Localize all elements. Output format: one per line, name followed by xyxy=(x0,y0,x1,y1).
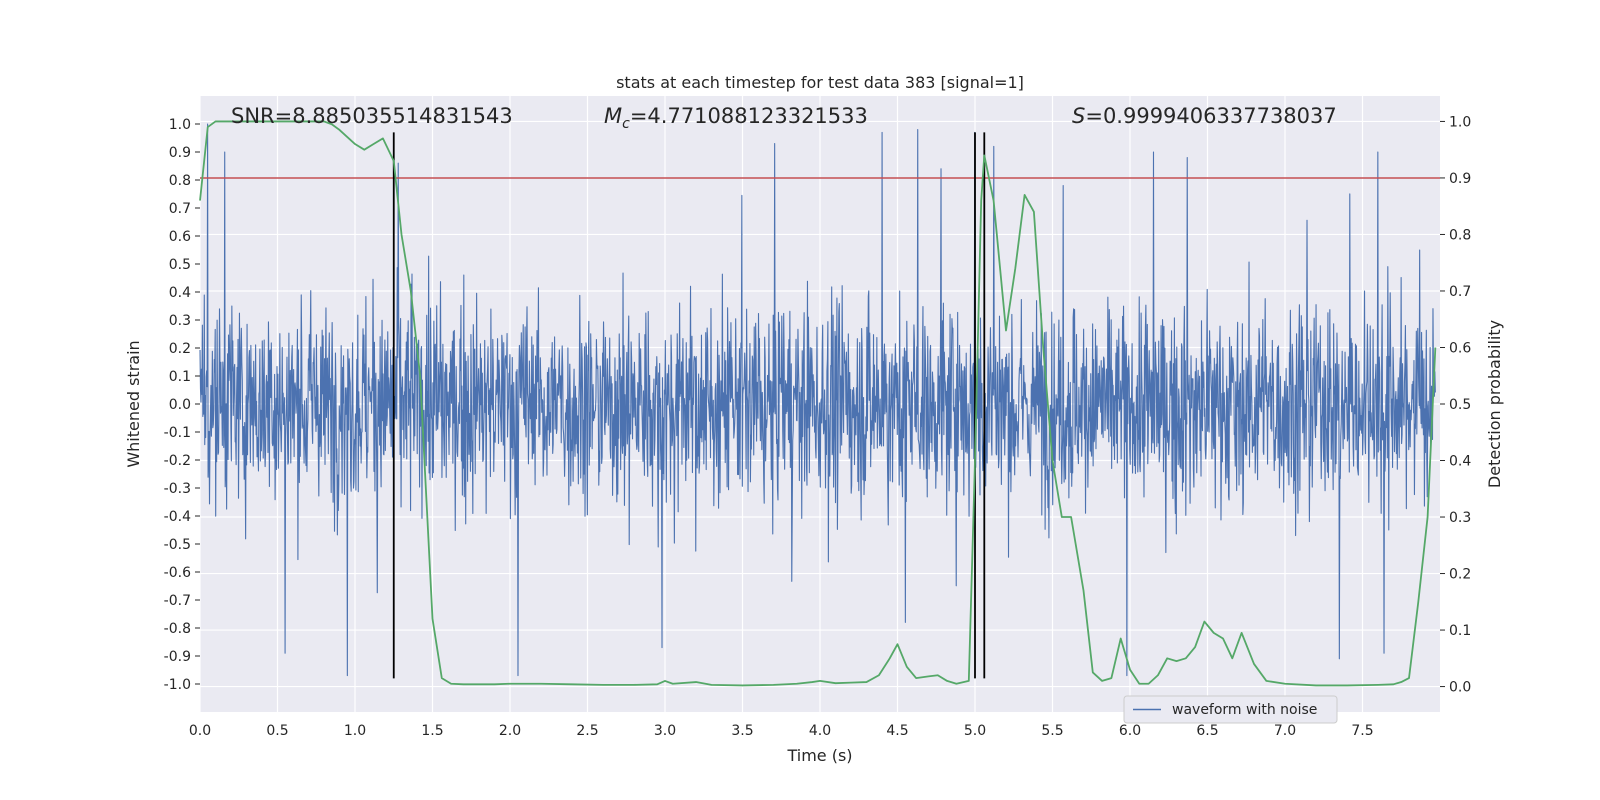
chirp-mass-symbol: M xyxy=(604,104,622,128)
x-tick-label-8: 4.0 xyxy=(809,723,831,739)
chirp-mass-value: =4.771088123321533 xyxy=(630,104,868,128)
y-right-tick-label-1: 0.1 xyxy=(1449,623,1471,639)
waveform-series xyxy=(199,123,1436,677)
y-left-tick-label-20: 1.0 xyxy=(169,117,191,133)
detection-stat-value: =0.9999406337738037 xyxy=(1085,104,1336,128)
chirp-mass-subscript: c xyxy=(622,116,630,132)
y-left-tick-label-4: -0.6 xyxy=(164,565,191,581)
y-right-tick-label-5: 0.5 xyxy=(1449,397,1471,413)
y-right-tick-label-4: 0.4 xyxy=(1449,454,1471,470)
y-right-tick-label-3: 0.3 xyxy=(1449,510,1471,526)
x-axis-label: Time (s) xyxy=(786,746,852,765)
y-left-tick-label-5: -0.5 xyxy=(164,537,191,553)
probability-series xyxy=(199,120,1437,687)
chirp-mass-annotation: Mc=4.771088123321533 xyxy=(604,104,868,132)
y-right-tick-label-9: 0.9 xyxy=(1449,171,1471,187)
x-tick-label-13: 6.5 xyxy=(1196,723,1218,739)
snr-annotation: SNR=8.885035514831543 xyxy=(231,104,513,128)
x-tick-label-6: 3.0 xyxy=(654,723,676,739)
x-tick-label-9: 4.5 xyxy=(886,723,908,739)
y-left-tick-label-16: 0.6 xyxy=(169,229,191,245)
vertical-lines xyxy=(392,132,986,679)
x-tick-label-10: 5.0 xyxy=(964,723,986,739)
y-left-tick-label-6: -0.4 xyxy=(164,509,191,525)
x-tick-label-4: 2.0 xyxy=(499,723,521,739)
y-right-tick-label-7: 0.7 xyxy=(1449,284,1471,300)
y-left-tick-label-2: -0.8 xyxy=(164,621,191,637)
series-waveform-with-noise xyxy=(199,123,1436,677)
x-tick-label-11: 5.5 xyxy=(1041,723,1063,739)
legend-box xyxy=(1123,695,1338,724)
y-left-tick-label-7: -0.3 xyxy=(164,481,191,497)
x-tick-label-3: 1.5 xyxy=(421,723,443,739)
chart-title: stats at each timestep for test data 383… xyxy=(616,73,1024,92)
x-tick-label-14: 7.0 xyxy=(1274,723,1296,739)
legend-entry-waveform: waveform with noise xyxy=(1172,702,1317,718)
y-right-tick-label-6: 0.6 xyxy=(1449,340,1471,356)
series-detection-probability xyxy=(199,120,1437,687)
x-tick-label-1: 0.5 xyxy=(266,723,288,739)
y-left-tick-label-11: 0.1 xyxy=(169,369,191,385)
y-left-tick-label-19: 0.9 xyxy=(169,145,191,161)
x-tick-label-7: 3.5 xyxy=(731,723,753,739)
y-left-tick-label-9: -0.1 xyxy=(164,425,191,441)
y-axis-left-label: Whitened strain xyxy=(124,340,143,467)
y-left-tick-label-8: -0.2 xyxy=(164,453,191,469)
y-left-tick-label-13: 0.3 xyxy=(169,313,191,329)
y-right-tick-label-8: 0.8 xyxy=(1449,227,1471,243)
legend: waveform with noise xyxy=(1123,695,1338,724)
tick-labels: 0.0 0.5 1.0 1.5 2.0 2.5 3.0 3.5 4.0 4.5 5.0 5.5 6.0 6… xyxy=(164,114,1472,739)
x-tick-label-5: 2.5 xyxy=(576,723,598,739)
y-axis-right-label: Detection probability xyxy=(1485,320,1504,488)
x-tick-label-0: 0.0 xyxy=(189,723,211,739)
y-left-tick-label-3: -0.7 xyxy=(164,593,191,609)
y-left-tick-label-15: 0.5 xyxy=(169,257,191,273)
y-right-tick-label-0: 0.0 xyxy=(1449,680,1471,696)
x-tick-label-12: 6.0 xyxy=(1119,723,1141,739)
y-left-tick-label-10: 0.0 xyxy=(169,397,191,413)
y-left-tick-label-0: -1.0 xyxy=(164,677,191,693)
y-right-tick-label-2: 0.2 xyxy=(1449,567,1471,583)
x-tick-label-2: 1.0 xyxy=(344,723,366,739)
detection-stat-annotation: S=0.9999406337738037 xyxy=(1072,104,1337,128)
y-left-tick-label-1: -0.9 xyxy=(164,649,191,665)
y-left-tick-label-12: 0.2 xyxy=(169,341,191,357)
y-right-tick-label-10: 1.0 xyxy=(1449,114,1471,130)
y-left-tick-label-17: 0.7 xyxy=(169,201,191,217)
x-tick-label-15: 7.5 xyxy=(1351,723,1373,739)
detection-stat-symbol: S xyxy=(1072,104,1085,128)
y-left-tick-label-14: 0.4 xyxy=(169,285,191,301)
y-left-tick-label-18: 0.8 xyxy=(169,173,191,189)
